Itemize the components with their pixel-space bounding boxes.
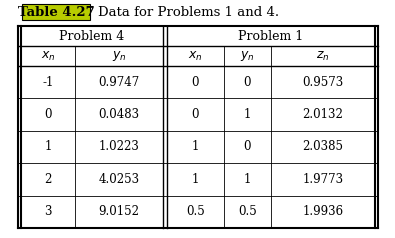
Text: 1: 1 <box>244 108 251 121</box>
Text: 1: 1 <box>192 173 199 186</box>
Text: Table 4.27: Table 4.27 <box>18 5 94 19</box>
Text: 0: 0 <box>44 108 52 121</box>
Text: 0.0483: 0.0483 <box>98 108 139 121</box>
Text: 0.9747: 0.9747 <box>98 76 139 89</box>
Text: 2.0385: 2.0385 <box>303 140 344 154</box>
Text: 1: 1 <box>44 140 52 154</box>
Text: 0: 0 <box>244 76 251 89</box>
Text: 2: 2 <box>44 173 52 186</box>
Text: 1: 1 <box>192 140 199 154</box>
Text: 1: 1 <box>244 173 251 186</box>
Text: $y_n$: $y_n$ <box>240 49 255 63</box>
Text: 1.0223: 1.0223 <box>99 140 139 154</box>
Text: $z_n$: $z_n$ <box>316 50 330 63</box>
Text: 1.9936: 1.9936 <box>303 205 344 218</box>
Text: $x_n$: $x_n$ <box>41 50 55 63</box>
FancyBboxPatch shape <box>22 4 90 20</box>
Text: 1.9773: 1.9773 <box>303 173 344 186</box>
Text: 0.5: 0.5 <box>238 205 257 218</box>
Text: -1: -1 <box>42 76 54 89</box>
Text: Problem 1: Problem 1 <box>238 30 304 43</box>
Text: 0: 0 <box>244 140 251 154</box>
Text: Data for Problems 1 and 4.: Data for Problems 1 and 4. <box>98 5 279 19</box>
Text: 0.5: 0.5 <box>186 205 205 218</box>
Text: 0: 0 <box>192 76 199 89</box>
Text: 3: 3 <box>44 205 52 218</box>
Text: 2.0132: 2.0132 <box>303 108 343 121</box>
Text: 4.0253: 4.0253 <box>98 173 139 186</box>
Text: 0.9573: 0.9573 <box>303 76 344 89</box>
Text: 9.0152: 9.0152 <box>98 205 139 218</box>
Text: 0: 0 <box>192 108 199 121</box>
Text: $x_n$: $x_n$ <box>188 50 203 63</box>
Text: Problem 4: Problem 4 <box>59 30 125 43</box>
Text: $y_n$: $y_n$ <box>112 49 126 63</box>
